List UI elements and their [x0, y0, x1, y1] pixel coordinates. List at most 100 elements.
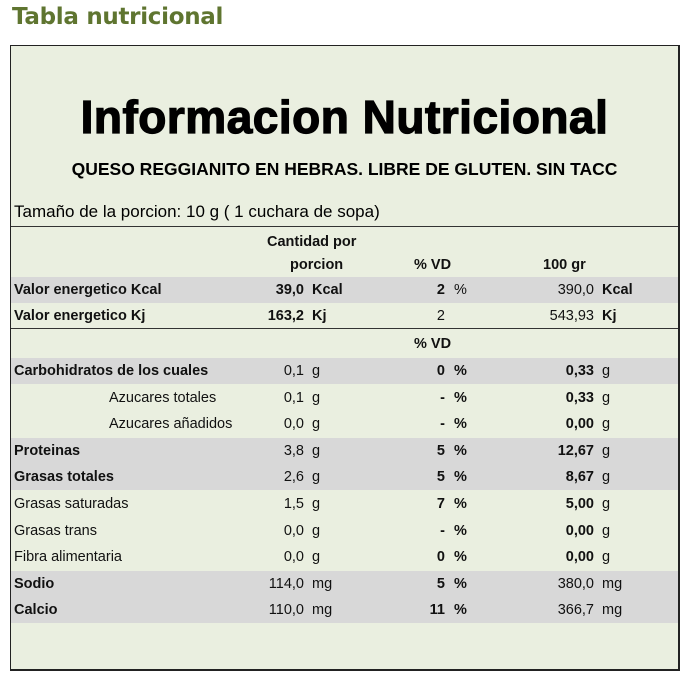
portion-unit: g [312, 522, 321, 539]
portion-amount: 0,1 [283, 389, 304, 406]
per100-amount: 0,33 [565, 389, 594, 406]
table-row: Azucares totales 0,1 g -% 0,33 g [11, 385, 678, 411]
portion-amount: 1,5 [283, 496, 304, 512]
portion-amount: 0,1 [283, 363, 304, 379]
nutrient-label: Carbohidratos de los cuales [14, 363, 209, 379]
per100-unit: g [602, 496, 611, 512]
vd-unit: % [454, 363, 467, 379]
vd-unit: % [454, 549, 467, 566]
portion-amount: 110,0 [268, 602, 304, 619]
portion-unit: g [312, 549, 321, 566]
vd-unit: % [454, 469, 467, 486]
table-row: Azucares añadidos 0,0 g -% 0,00 g [11, 411, 678, 437]
portion-unit: g [312, 363, 321, 379]
nutrient-label: Calcio [14, 602, 58, 619]
per100-unit: g [602, 363, 611, 379]
col-header-portion-2: porcion [290, 257, 344, 273]
vd-unit: % [454, 522, 467, 539]
section-title: Tabla nutricional [12, 4, 224, 30]
portion-amount: 3,8 [283, 442, 304, 459]
table-row: Calcio 110,0 mg 11% 366,7 mg [11, 597, 678, 624]
table-row: Sodio 114,0 mg 5% 380,0 mg [11, 570, 678, 597]
portion-unit: mg [312, 602, 333, 619]
vd-value: - [440, 389, 445, 406]
vd-value: - [440, 416, 445, 433]
per100-amount: 380,0 [557, 575, 594, 592]
portion-amount: 39,0 [275, 282, 304, 298]
vd-unit: % [454, 389, 467, 406]
per100-amount: 8,67 [565, 469, 594, 486]
portion-unit: g [312, 389, 321, 406]
vd-value: 7 [436, 496, 445, 512]
vd-value: 5 [436, 575, 445, 592]
nutrition-panel: Informacion Nutricional QUESO REGGIANITO… [10, 45, 680, 671]
portion-amount: 2,6 [283, 469, 304, 486]
table-row: Fibra alimentaria 0,0 g 0% 0,00 g [11, 544, 678, 570]
table-row: Grasas saturadas 1,5 g 7% 5,00 g [11, 491, 678, 517]
col-header-portion-1: Cantidad por [267, 234, 357, 250]
vd-value: 5 [436, 469, 445, 486]
vd-unit: % [454, 416, 467, 433]
per100-unit: g [602, 549, 611, 566]
portion-amount: 114,0 [268, 575, 304, 592]
nutrient-label: Grasas trans [14, 522, 97, 539]
portion-unit: g [312, 442, 321, 459]
vd-value: 2 [436, 282, 445, 298]
portion-amount: 0,0 [283, 416, 304, 433]
product-description: QUESO REGGIANITO EN HEBRAS. LIBRE DE GLU… [71, 159, 618, 179]
per100-amount: 0,33 [565, 363, 594, 379]
per100-unit: g [602, 469, 611, 486]
vd-unit: % [454, 442, 467, 459]
per100-unit: g [602, 522, 611, 539]
table-row: Valor energetico Kj 163,2 Kj 2 543,93 Kj [11, 303, 678, 329]
col-header-100g: 100 gr [543, 257, 586, 273]
nutrient-label: Valor energetico Kcal [14, 282, 162, 298]
vd-subheader: % VD [414, 336, 452, 352]
vd-value: 11 [429, 602, 445, 619]
per100-amount: 0,00 [565, 549, 594, 566]
per100-unit: Kj [602, 308, 617, 324]
vd-value: 0 [436, 363, 445, 379]
per100-amount: 366,7 [557, 602, 594, 619]
table-row: Grasas totales 2,6 g 5% 8,67 g [11, 464, 678, 491]
portion-amount: 0,0 [283, 549, 304, 566]
divider-top [11, 226, 678, 227]
nutrient-label: Azucares añadidos [109, 416, 233, 433]
nutrient-label: Azucares totales [109, 389, 217, 406]
per100-unit: g [602, 442, 611, 459]
per100-unit: mg [602, 575, 623, 592]
vd-value: 0 [436, 549, 445, 566]
portion-unit: Kcal [312, 282, 343, 298]
per100-amount: 5,00 [565, 496, 594, 512]
table-row: Grasas trans 0,0 g -% 0,00 g [11, 518, 678, 544]
portion-unit: g [312, 496, 321, 512]
vd-unit: % [454, 282, 467, 298]
vd-unit: % [454, 602, 467, 619]
divider-middle [11, 328, 678, 329]
per100-amount: 543,93 [549, 308, 594, 324]
portion-unit: Kj [312, 308, 327, 324]
table-row: Carbohidratos de los cuales 0,1 g 0% 0,33 g [11, 358, 678, 384]
table-row: Proteinas 3,8 g 5% 12,67 g [11, 437, 678, 464]
nutrient-label: Grasas saturadas [14, 496, 129, 512]
per100-amount: 0,00 [565, 522, 594, 539]
per100-unit: mg [602, 602, 623, 619]
vd-unit: % [454, 496, 467, 512]
portion-unit: g [312, 416, 321, 433]
serving-size: Tamaño de la porcion: 10 g ( 1 cuchara d… [14, 202, 380, 221]
main-heading: Informacion Nutricional [80, 90, 609, 143]
per100-amount: 0,00 [565, 416, 594, 433]
per100-amount: 390,0 [557, 282, 594, 298]
nutrient-label: Grasas totales [14, 469, 114, 486]
col-header-vd: % VD [414, 257, 452, 273]
vd-value: 2 [436, 308, 445, 324]
nutrient-label: Proteinas [14, 442, 81, 459]
per100-unit: g [602, 389, 611, 406]
vd-value: 5 [436, 442, 445, 459]
vd-value: - [440, 522, 445, 539]
portion-amount: 0,0 [283, 522, 304, 539]
vd-unit: % [454, 575, 467, 592]
table-row: Valor energetico Kcal 39,0 Kcal 2% 390,0 Kcal [11, 277, 678, 303]
per100-amount: 12,67 [557, 442, 594, 459]
nutrient-label: Fibra alimentaria [14, 549, 122, 566]
